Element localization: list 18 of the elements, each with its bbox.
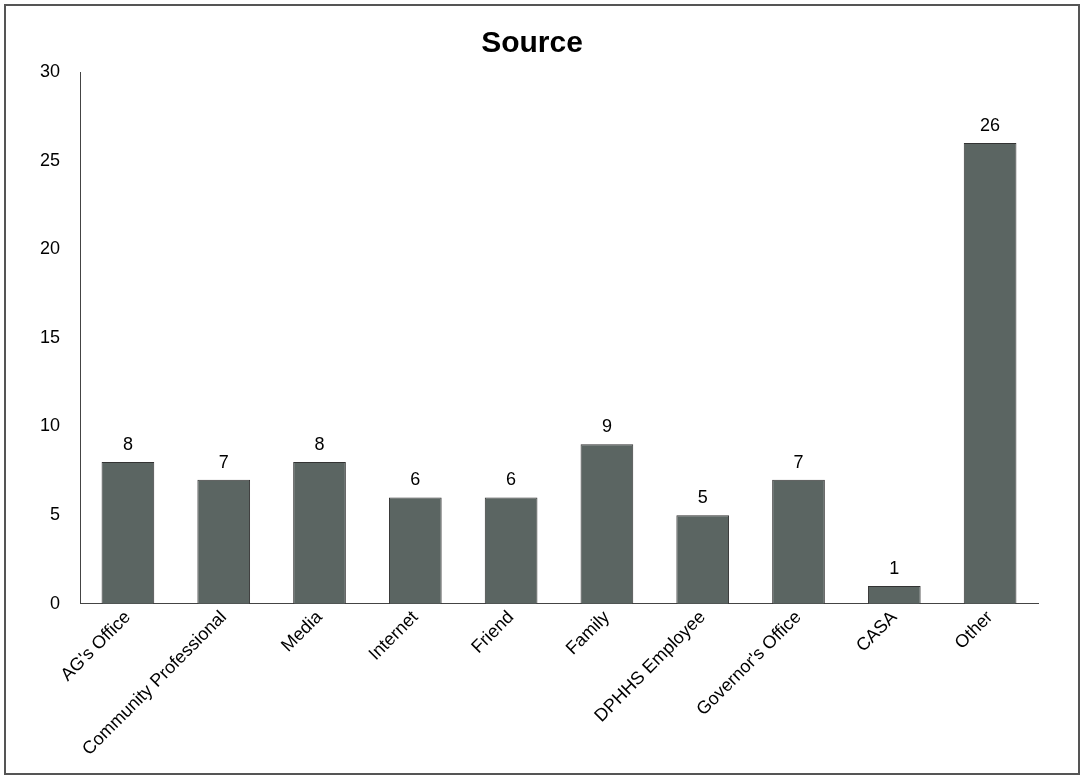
y-tick-label: 25 — [39, 149, 61, 170]
data-label: 9 — [601, 416, 612, 437]
y-tick-label: 15 — [39, 326, 61, 347]
y-tick-label: 30 — [39, 60, 61, 81]
data-label: 1 — [889, 558, 900, 579]
data-label: 6 — [410, 469, 421, 490]
y-tick-label: 20 — [39, 238, 61, 259]
data-label: 8 — [122, 433, 133, 454]
data-label: 6 — [506, 469, 517, 490]
data-label: 8 — [314, 433, 325, 454]
y-tick-label: 5 — [50, 504, 61, 525]
data-label: 7 — [793, 451, 804, 472]
data-label: 26 — [980, 114, 1001, 135]
y-tick-label: 10 — [39, 415, 61, 436]
y-tick-label: 0 — [50, 592, 61, 613]
data-label: 5 — [697, 487, 708, 508]
data-label: 7 — [218, 451, 229, 472]
chart-title: Source — [481, 25, 583, 59]
